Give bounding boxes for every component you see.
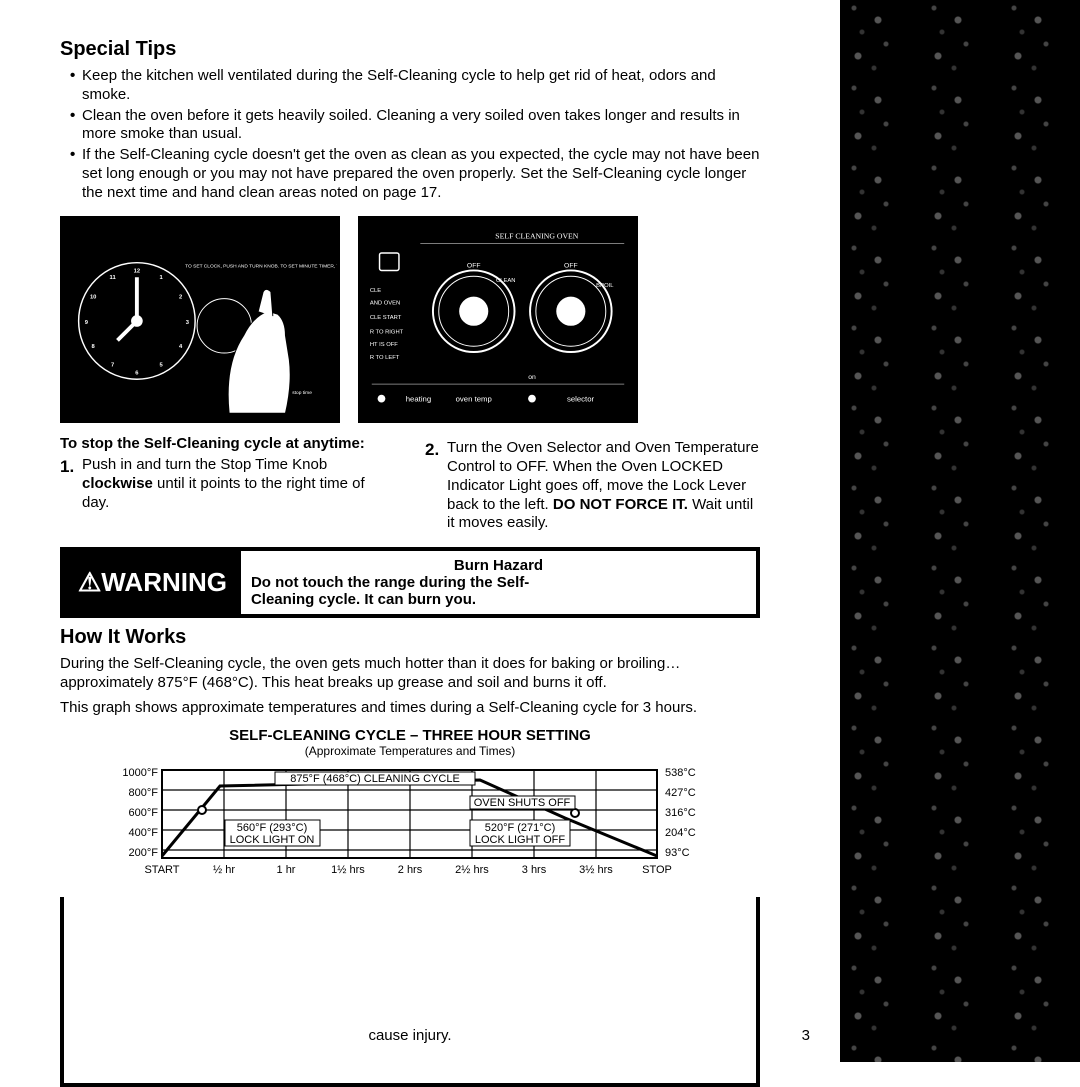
svg-text:93°C: 93°C — [665, 847, 690, 859]
svg-text:CLE START: CLE START — [370, 315, 402, 321]
svg-text:2 hrs: 2 hrs — [398, 864, 423, 876]
svg-text:12: 12 — [134, 269, 140, 275]
how-it-works-heading: How It Works — [60, 626, 760, 649]
svg-text:800°F: 800°F — [129, 787, 159, 799]
temperature-graph: 1000°F 800°F 600°F 400°F 200°F 538°C 427… — [60, 758, 760, 893]
instruction-step: 2. Turn the Oven Selector and Oven Tempe… — [425, 439, 760, 533]
clock-timer-panel: 12 1 2 3 4 5 6 7 8 9 10 11 — [60, 216, 340, 423]
svg-text:heating: heating — [406, 395, 431, 404]
how-para-2: This graph shows approximate temperature… — [60, 699, 760, 718]
svg-text:10: 10 — [90, 295, 96, 301]
warning-line: Do not touch the range during the Self- — [251, 574, 746, 591]
svg-text:875°F (468°C) CLEANING CYCLE: 875°F (468°C) CLEANING CYCLE — [290, 773, 460, 785]
svg-text:CLE: CLE — [370, 288, 381, 294]
tip-item: If the Self-Cleaning cycle doesn't get t… — [70, 146, 760, 202]
svg-text:200°F: 200°F — [129, 847, 159, 859]
svg-text:LOCK LIGHT OFF: LOCK LIGHT OFF — [475, 834, 566, 846]
svg-text:oven temp: oven temp — [456, 395, 492, 404]
svg-text:204°C: 204°C — [665, 827, 696, 839]
svg-text:OVEN SHUTS OFF: OVEN SHUTS OFF — [474, 797, 571, 809]
svg-text:427°C: 427°C — [665, 787, 696, 799]
svg-text:BROIL: BROIL — [596, 283, 614, 289]
warning-label: ⚠WARNING — [64, 551, 241, 614]
svg-text:1000°F: 1000°F — [122, 767, 158, 779]
svg-text:520°F (271°C): 520°F (271°C) — [485, 822, 556, 834]
page-number: 3 — [802, 1027, 810, 1044]
svg-text:START: START — [144, 864, 179, 876]
svg-text:TO SET CLOCK, PUSH AND TURN KN: TO SET CLOCK, PUSH AND TURN KNOB. TO SET… — [185, 264, 337, 270]
svg-text:R TO RIGHT: R TO RIGHT — [370, 330, 404, 336]
svg-text:3 hrs: 3 hrs — [522, 864, 547, 876]
warning-box: ⚠WARNING Burn Hazard Do not touch the ra… — [60, 547, 760, 618]
svg-text:3½ hrs: 3½ hrs — [579, 864, 613, 876]
stop-cycle-subhead: To stop the Self-Cleaning cycle at anyti… — [60, 435, 395, 452]
svg-text:on: on — [528, 374, 536, 381]
instruction-step: 1. Push in and turn the Stop Time Knob c… — [60, 456, 395, 512]
cause-injury-text: cause injury. — [368, 1027, 451, 1044]
oven-control-panel: SELF CLEANING OVEN OFF CLEAN OFF BROIL C… — [358, 216, 638, 423]
page-binding-edge — [830, 0, 1080, 1062]
svg-text:600°F: 600°F — [129, 807, 159, 819]
tip-item: Keep the kitchen well ventilated during … — [70, 67, 760, 105]
svg-text:538°C: 538°C — [665, 767, 696, 779]
left-instruction-column: To stop the Self-Cleaning cycle at anyti… — [60, 435, 395, 533]
how-para-1: During the Self-Cleaning cycle, the oven… — [60, 655, 760, 693]
svg-text:1 hr: 1 hr — [277, 864, 296, 876]
svg-text:SELF CLEANING OVEN: SELF CLEANING OVEN — [495, 232, 578, 241]
svg-text:AND OVEN: AND OVEN — [370, 301, 400, 307]
svg-text:R TO LEFT: R TO LEFT — [370, 355, 400, 361]
warning-line: Cleaning cycle. It can burn you. — [251, 591, 746, 608]
svg-text:OFF: OFF — [564, 263, 578, 270]
svg-text:CLEAN: CLEAN — [496, 278, 515, 284]
svg-text:2½ hrs: 2½ hrs — [455, 864, 489, 876]
svg-text:560°F (293°C): 560°F (293°C) — [237, 822, 308, 834]
tips-list: Keep the kitchen well ventilated during … — [60, 67, 760, 202]
svg-text:LOCK LIGHT ON: LOCK LIGHT ON — [230, 834, 315, 846]
tip-item: Clean the oven before it gets heavily so… — [70, 107, 760, 145]
svg-text:OFF: OFF — [467, 263, 481, 270]
graph-subtitle: (Approximate Temperatures and Times) — [60, 744, 760, 758]
svg-text:1½ hrs: 1½ hrs — [331, 864, 365, 876]
svg-text:400°F: 400°F — [129, 827, 159, 839]
svg-text:stop time: stop time — [292, 390, 312, 396]
svg-text:316°C: 316°C — [665, 807, 696, 819]
svg-text:STOP: STOP — [642, 864, 672, 876]
svg-text:HT IS OFF: HT IS OFF — [370, 342, 398, 348]
warning-title: Burn Hazard — [251, 557, 746, 574]
right-instruction-column: 2. Turn the Oven Selector and Oven Tempe… — [425, 435, 760, 533]
lower-box: cause injury. — [60, 897, 760, 1087]
svg-text:7: 7 — [111, 363, 114, 369]
svg-text:2: 2 — [179, 295, 182, 301]
svg-text:½ hr: ½ hr — [213, 864, 235, 876]
svg-text:11: 11 — [110, 275, 117, 281]
graph-title: SELF-CLEANING CYCLE – THREE HOUR SETTING — [60, 727, 760, 744]
special-tips-heading: Special Tips — [60, 38, 760, 61]
svg-text:selector: selector — [567, 395, 595, 404]
